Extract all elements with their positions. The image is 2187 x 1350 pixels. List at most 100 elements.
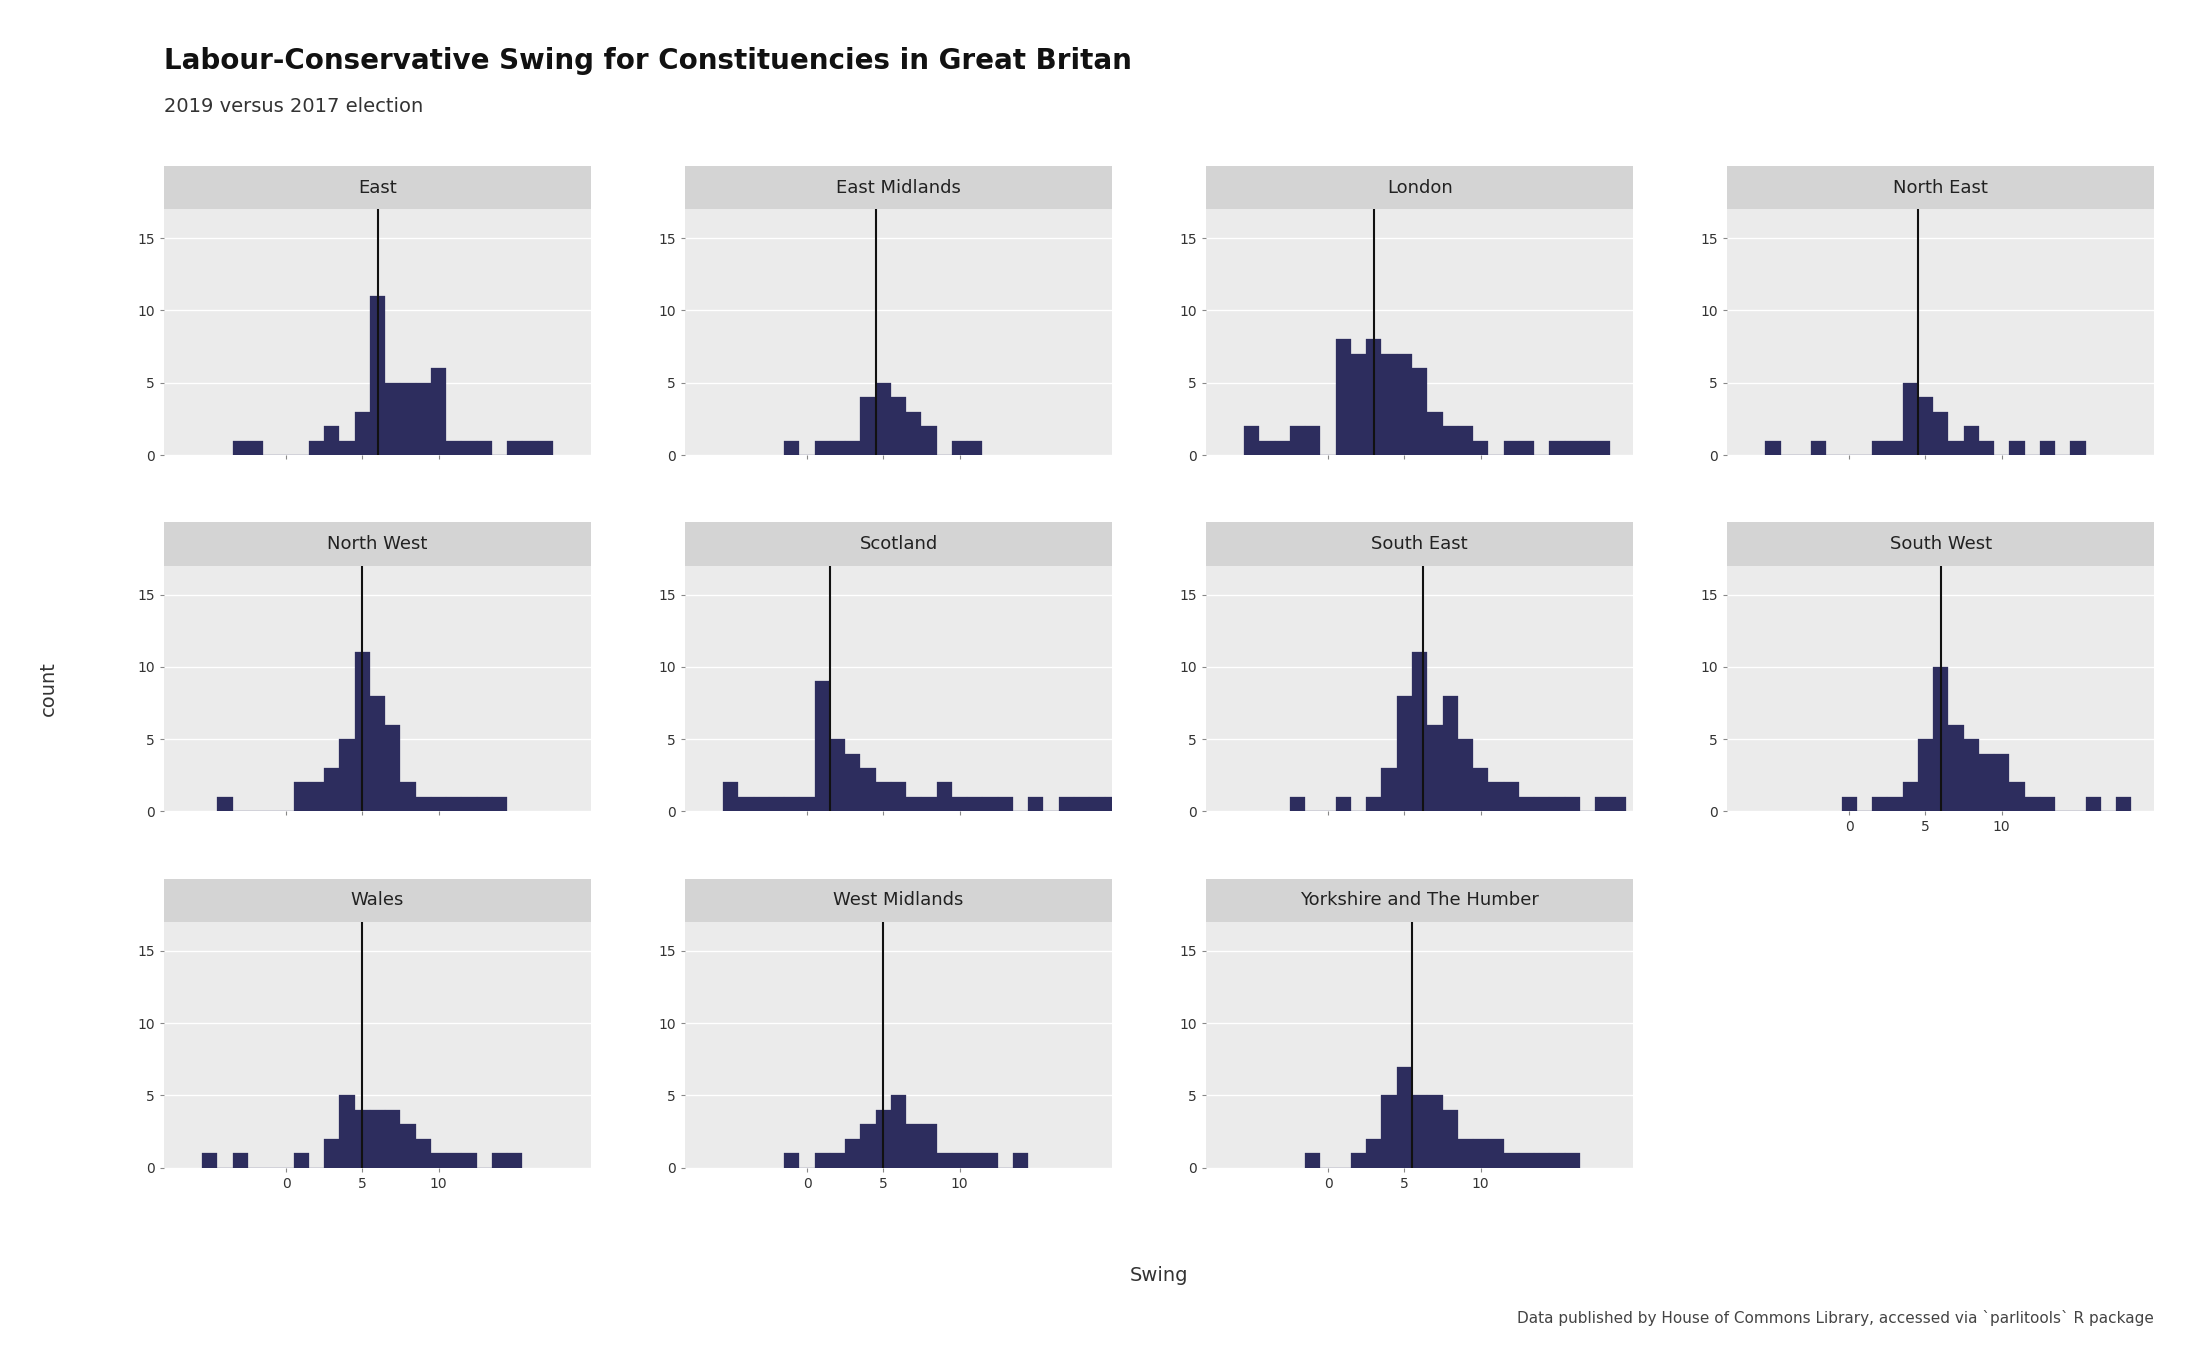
Bar [1367, 1139, 1382, 1168]
Bar [739, 796, 755, 811]
Bar [1533, 796, 1548, 811]
Bar [1260, 440, 1275, 455]
Bar [1413, 652, 1428, 811]
Bar [1579, 440, 1594, 455]
Bar [461, 440, 477, 455]
Bar [293, 783, 308, 811]
Bar [1474, 768, 1489, 811]
Bar [1887, 796, 1903, 811]
Text: count: count [39, 662, 57, 716]
Bar [1594, 796, 1610, 811]
Bar [1397, 1066, 1413, 1168]
Bar [1765, 440, 1780, 455]
Bar [1367, 796, 1382, 811]
Bar [1872, 796, 1887, 811]
Bar [1548, 796, 1564, 811]
Bar [477, 796, 492, 811]
Bar [1489, 783, 1502, 811]
Bar [324, 427, 339, 455]
Bar [308, 440, 324, 455]
Bar [400, 783, 416, 811]
Bar [416, 383, 431, 455]
Bar [816, 1153, 829, 1168]
Bar [967, 796, 982, 811]
Bar [339, 738, 354, 811]
Bar [1089, 796, 1104, 811]
Text: South East: South East [1371, 535, 1467, 554]
Bar [2117, 796, 2132, 811]
Bar [1474, 440, 1489, 455]
Bar [1443, 427, 1459, 455]
Text: North East: North East [1894, 178, 1988, 197]
Bar [232, 440, 247, 455]
Bar [1306, 1153, 1321, 1168]
Bar [354, 412, 370, 455]
Bar [844, 440, 859, 455]
Text: West Midlands: West Midlands [833, 891, 964, 910]
Bar [785, 440, 800, 455]
Bar [936, 783, 951, 811]
Bar [875, 783, 890, 811]
Bar [523, 440, 538, 455]
Bar [1933, 667, 1949, 811]
Bar [997, 796, 1013, 811]
Bar [1610, 796, 1625, 811]
Bar [201, 1153, 217, 1168]
Bar [1336, 339, 1352, 455]
Bar [1244, 427, 1260, 455]
Bar [477, 440, 492, 455]
Bar [1502, 1153, 1518, 1168]
Bar [446, 796, 461, 811]
Bar [1074, 796, 1089, 811]
Bar [446, 1153, 461, 1168]
Bar [816, 682, 829, 811]
Bar [492, 1153, 507, 1168]
Bar [844, 753, 859, 811]
Bar [1367, 339, 1382, 455]
Bar [844, 1139, 859, 1168]
Bar [1290, 427, 1306, 455]
Bar [1059, 796, 1074, 811]
Text: Wales: Wales [350, 891, 405, 910]
Text: East Midlands: East Midlands [835, 178, 960, 197]
Bar [2040, 440, 2056, 455]
Bar [1903, 383, 1918, 455]
Bar [492, 796, 507, 811]
Text: South West: South West [1890, 535, 1992, 554]
Bar [247, 440, 262, 455]
Bar [1352, 354, 1367, 455]
Bar [385, 725, 400, 811]
Bar [1903, 783, 1918, 811]
Text: Scotland: Scotland [859, 535, 938, 554]
Bar [890, 783, 905, 811]
Bar [967, 440, 982, 455]
Bar [1518, 796, 1533, 811]
Bar [1352, 1153, 1367, 1168]
Bar [770, 796, 785, 811]
Bar [2010, 783, 2025, 811]
Bar [905, 412, 921, 455]
Bar [936, 1153, 951, 1168]
Bar [1518, 1153, 1533, 1168]
Bar [829, 738, 844, 811]
Text: London: London [1387, 178, 1452, 197]
Bar [400, 1125, 416, 1168]
Bar [1459, 427, 1474, 455]
Bar [890, 397, 905, 455]
Bar [1120, 796, 1135, 811]
Bar [785, 1153, 800, 1168]
Bar [217, 796, 232, 811]
Bar [890, 1095, 905, 1168]
Bar [967, 1153, 982, 1168]
Bar [1995, 753, 2010, 811]
Bar [370, 296, 385, 455]
Bar [400, 383, 416, 455]
Bar [1841, 796, 1857, 811]
Bar [1548, 440, 1564, 455]
Bar [1397, 354, 1413, 455]
Bar [1413, 369, 1428, 455]
Bar [2086, 796, 2102, 811]
Bar [2071, 440, 2086, 455]
Bar [2040, 796, 2056, 811]
Text: East: East [359, 178, 396, 197]
